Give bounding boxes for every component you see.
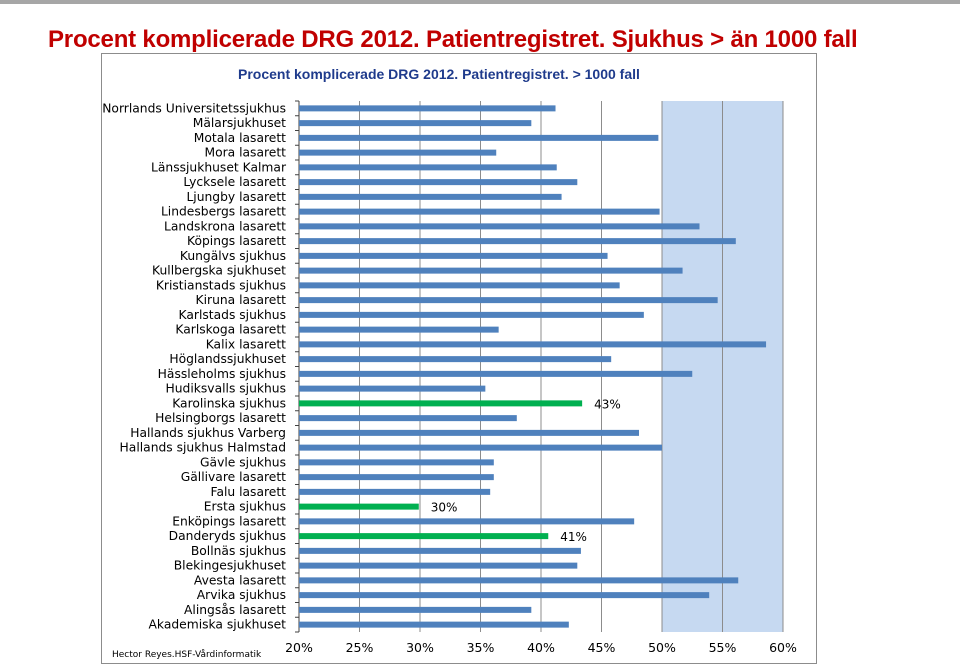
category-label: Köpings lasarett <box>187 234 286 248</box>
bar <box>299 488 491 495</box>
category-label: Arvika sjukhus <box>197 588 286 602</box>
category-label: Hässleholms sjukhus <box>158 367 286 381</box>
bar <box>299 415 517 422</box>
data-label: 30% <box>431 501 458 515</box>
x-tick-label: 50% <box>648 640 676 655</box>
bar <box>299 370 693 377</box>
category-label: Hallands sjukhus Varberg <box>130 426 286 440</box>
x-tick-label: 35% <box>467 640 495 655</box>
category-label: Karolinska sjukhus <box>172 396 286 410</box>
bar <box>299 356 612 363</box>
bar <box>299 533 549 540</box>
bar <box>299 385 486 392</box>
chart-title: Procent komplicerade DRG 2012. Patientre… <box>238 66 640 82</box>
category-label: Avesta lasarett <box>194 573 286 587</box>
category-label: Kiruna lasarett <box>196 293 287 307</box>
category-label: Mora lasarett <box>204 146 286 160</box>
bar <box>299 547 581 554</box>
category-label: Kullbergska sjukhuset <box>152 264 286 278</box>
bar <box>299 459 494 466</box>
category-label: Hudiksvalls sjukhus <box>166 382 286 396</box>
bar <box>299 223 700 230</box>
category-label: Gävle sjukhus <box>200 455 286 469</box>
category-label: Gällivare lasarett <box>181 470 286 484</box>
bar <box>299 444 662 451</box>
bar <box>299 297 718 304</box>
bar <box>299 208 660 215</box>
category-label: Lycksele lasarett <box>183 175 286 189</box>
category-label: Lindesbergs lasarett <box>161 205 286 219</box>
x-tick-label: 45% <box>588 640 616 655</box>
bar <box>299 577 739 584</box>
category-label: Kristianstads sjukhus <box>156 278 286 292</box>
category-label: Hallands sjukhus Halmstad <box>120 441 286 455</box>
bar <box>299 606 532 613</box>
bar <box>299 282 620 289</box>
category-label: Enköpings lasarett <box>172 514 286 528</box>
x-tick-label: 55% <box>709 640 737 655</box>
bar <box>299 252 608 259</box>
bar <box>299 238 736 245</box>
x-tick-label: 20% <box>285 640 313 655</box>
category-label: Kungälvs sjukhus <box>180 249 286 263</box>
category-label: Höglandssjukhuset <box>169 352 286 366</box>
category-label: Danderyds sjukhus <box>169 529 286 543</box>
bar <box>299 562 578 569</box>
credit-text: Hector Reyes.HSF-Vårdinformatik <box>112 650 262 660</box>
category-label: Karlskoga lasarett <box>175 323 286 337</box>
category-label: Blekingesjukhuset <box>174 559 286 573</box>
bar <box>299 429 640 436</box>
bar <box>299 474 494 481</box>
bar <box>299 341 767 348</box>
bar <box>299 311 644 318</box>
bar <box>299 503 419 510</box>
bar <box>299 621 569 628</box>
category-label: Motala lasarett <box>194 131 286 145</box>
bar <box>299 149 497 156</box>
bar <box>299 134 659 141</box>
bar <box>299 400 583 407</box>
category-label: Akademiska sjukhuset <box>149 618 287 632</box>
bar <box>299 518 635 525</box>
x-tick-label: 30% <box>406 640 434 655</box>
bar <box>299 105 556 112</box>
bar <box>299 179 578 186</box>
bar <box>299 326 499 333</box>
category-label: Mälarsjukhuset <box>193 116 286 130</box>
category-label: Alingsås lasarett <box>184 603 286 617</box>
bar <box>299 267 683 274</box>
category-label: Kalix lasarett <box>206 337 286 351</box>
category-label: Ersta sjukhus <box>204 500 286 514</box>
x-tick-label: 25% <box>346 640 374 655</box>
category-label: Helsingborgs lasarett <box>155 411 286 425</box>
bar <box>299 592 710 599</box>
category-label: Norrlands Universitetssjukhus <box>102 101 286 115</box>
category-label: Ljungby lasarett <box>186 190 286 204</box>
top-rule <box>0 0 960 4</box>
category-label: Länssjukhuset Kalmar <box>151 160 287 174</box>
x-tick-label: 60% <box>769 640 797 655</box>
category-label: Landskrona lasarett <box>164 219 286 233</box>
category-label: Karlstads sjukhus <box>179 308 286 322</box>
category-label: Bollnäs sjukhus <box>191 544 286 558</box>
category-label: Falu lasarett <box>211 485 287 499</box>
bar <box>299 164 557 171</box>
x-tick-label: 40% <box>527 640 555 655</box>
bar <box>299 120 532 127</box>
slide-title: Procent komplicerade DRG 2012. Patientre… <box>48 26 858 53</box>
data-label: 41% <box>560 530 587 544</box>
data-label: 43% <box>594 397 621 411</box>
bar <box>299 193 562 200</box>
